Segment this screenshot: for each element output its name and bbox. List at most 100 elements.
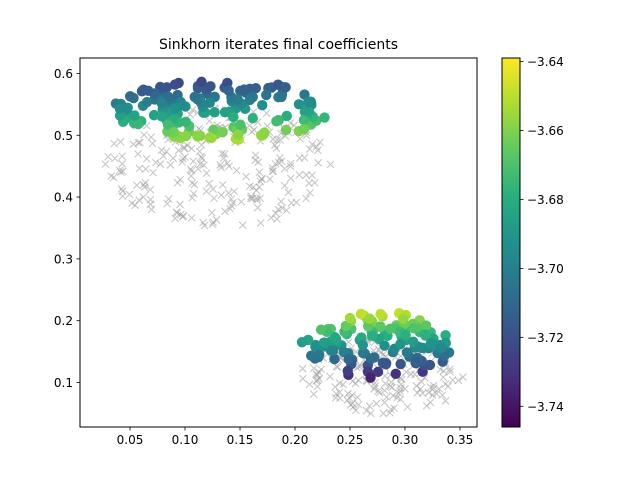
target-point-marker — [342, 365, 353, 377]
source-point-marker — [351, 379, 360, 388]
source-point-marker — [139, 180, 148, 189]
source-point-marker — [255, 168, 264, 177]
y-tick-label: 0.4 — [54, 191, 73, 205]
source-point-marker — [381, 379, 390, 388]
target-point-marker — [357, 339, 369, 351]
target-point-marker — [169, 102, 181, 114]
source-point-marker — [295, 171, 304, 179]
source-point-marker — [217, 163, 225, 172]
source-point-marker — [125, 190, 134, 199]
target-point-marker — [440, 330, 451, 341]
source-point-marker — [250, 125, 258, 134]
target-point-marker — [180, 116, 191, 128]
source-point-marker — [101, 160, 110, 168]
source-point-marker — [286, 159, 295, 168]
target-point-marker — [400, 329, 411, 341]
target-point-marker — [168, 127, 180, 138]
source-point-marker — [271, 159, 280, 168]
x-tick-label: 0.15 — [227, 433, 254, 447]
source-point-marker — [305, 145, 314, 153]
source-point-marker — [394, 389, 403, 398]
source-point-marker — [296, 134, 305, 143]
source-point-marker — [230, 187, 238, 196]
target-point-marker — [375, 308, 386, 320]
target-point-marker — [302, 97, 314, 108]
source-point-marker — [380, 398, 389, 407]
target-point-marker — [228, 111, 239, 123]
source-point-marker — [186, 110, 194, 119]
source-point-marker — [163, 199, 172, 208]
source-point-marker — [118, 159, 127, 168]
source-point-marker — [135, 196, 144, 205]
source-point-marker — [396, 387, 405, 396]
y-tick-label: 0.6 — [54, 67, 73, 81]
colorbar-tick-label: −3.64 — [527, 55, 564, 69]
source-point-marker — [209, 185, 217, 193]
target-point-marker — [375, 321, 386, 332]
source-point-marker — [275, 153, 284, 162]
source-point-marker — [174, 146, 183, 155]
target-point-marker — [247, 113, 258, 124]
source-point-marker — [169, 154, 178, 163]
source-point-marker — [197, 152, 206, 161]
source-point-marker — [157, 146, 166, 155]
target-point-marker — [330, 333, 342, 345]
target-point-marker — [223, 85, 234, 96]
source-point-marker — [273, 215, 281, 223]
target-point-marker — [424, 359, 436, 371]
source-point-marker — [422, 402, 431, 410]
target-point-marker — [340, 320, 352, 332]
source-point-marker — [110, 139, 119, 148]
target-point-marker — [204, 132, 216, 143]
source-point-marker — [257, 174, 266, 183]
source-point-marker — [402, 368, 411, 376]
source-point-marker — [386, 382, 395, 391]
source-point-marker — [253, 203, 262, 212]
source-point-marker — [149, 168, 157, 177]
target-point-marker — [355, 308, 367, 320]
source-point-marker — [186, 165, 195, 173]
target-point-marker — [129, 110, 140, 121]
source-point-marker — [298, 364, 307, 373]
target-point-marker — [319, 112, 330, 123]
source-point-marker — [344, 389, 352, 398]
source-point-marker — [195, 147, 204, 156]
source-point-marker — [268, 167, 277, 176]
source-point-marker — [142, 154, 151, 163]
chart-title: Sinkhorn iterates final coefficients — [159, 37, 398, 53]
source-point-marker — [379, 350, 388, 359]
source-point-marker — [162, 147, 171, 156]
colorbar-gradient — [501, 57, 521, 428]
source-point-marker — [128, 199, 136, 208]
source-point-marker — [135, 164, 144, 173]
source-point-marker — [188, 179, 197, 187]
target-point-marker — [232, 129, 244, 140]
target-point-marker — [238, 84, 250, 95]
source-point-marker — [252, 186, 261, 195]
target-point-marker — [235, 119, 246, 130]
source-point-marker — [286, 174, 295, 183]
plot-area — [101, 76, 467, 418]
target-point-marker — [169, 79, 181, 90]
target-point-marker — [344, 312, 356, 324]
target-point-marker — [299, 89, 310, 100]
target-point-marker — [128, 118, 140, 129]
target-point-marker — [365, 372, 376, 383]
source-point-marker — [212, 215, 221, 224]
source-point-marker — [140, 130, 148, 139]
target-point-marker — [296, 337, 308, 348]
source-point-marker — [429, 384, 438, 393]
source-point-marker — [309, 364, 318, 373]
source-point-marker — [116, 168, 125, 177]
source-point-marker — [132, 181, 141, 190]
source-point-marker — [180, 144, 189, 153]
source-point-marker — [140, 183, 149, 191]
source-point-marker — [265, 175, 274, 184]
source-point-marker — [221, 207, 229, 216]
target-point-marker — [298, 114, 310, 126]
target-point-marker — [196, 76, 207, 88]
target-point-marker — [318, 337, 330, 348]
source-point-marker — [314, 158, 323, 167]
source-point-marker — [109, 173, 118, 182]
